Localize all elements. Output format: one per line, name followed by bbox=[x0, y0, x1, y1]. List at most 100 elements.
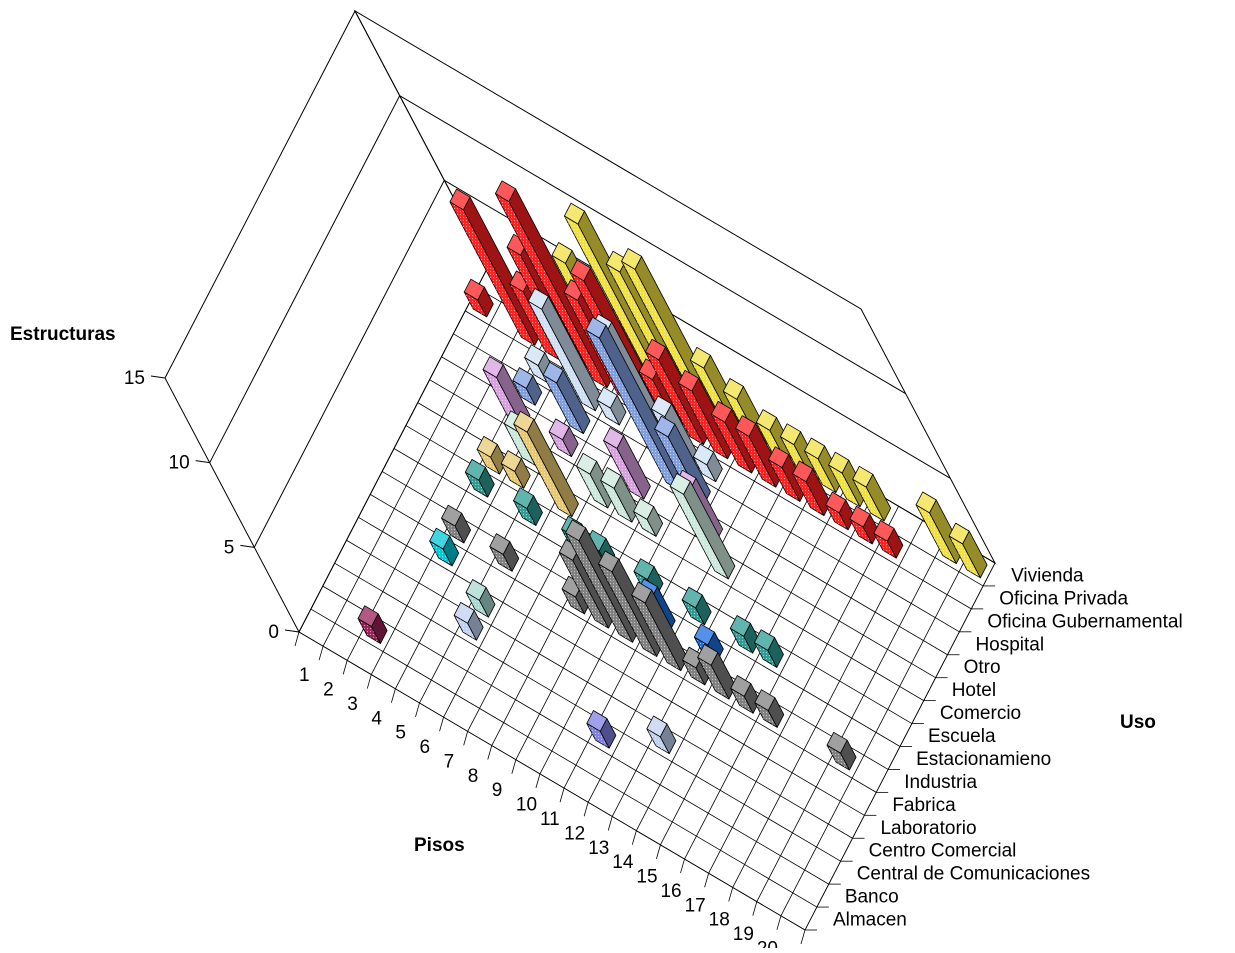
bar-top-face bbox=[852, 465, 874, 488]
y-tick-label: Industria bbox=[904, 772, 977, 793]
bar bbox=[849, 505, 880, 545]
x-tick-label: 4 bbox=[371, 708, 382, 729]
bar-top-face bbox=[873, 520, 895, 542]
floor-gridline-y bbox=[346, 539, 853, 839]
bar-top-face bbox=[754, 689, 776, 711]
x-tick-label: 9 bbox=[492, 780, 503, 801]
bar-front-texture bbox=[633, 511, 656, 537]
bar-top-face bbox=[768, 446, 790, 468]
bar-front-texture bbox=[827, 745, 850, 770]
floor-gridline-y bbox=[453, 333, 960, 633]
bar-front-texture bbox=[466, 592, 489, 618]
bar bbox=[729, 615, 760, 654]
bar-side-face bbox=[683, 480, 736, 580]
bar-top-face bbox=[825, 491, 847, 514]
bar-top-face bbox=[570, 259, 591, 282]
y-tick-label: Fabrica bbox=[892, 795, 956, 816]
bar-top-face bbox=[596, 386, 618, 409]
bar-front-texture bbox=[429, 541, 453, 566]
bar-top-face bbox=[586, 710, 608, 732]
bar bbox=[463, 278, 494, 318]
x-tick-label: 15 bbox=[636, 867, 657, 888]
x-tick-label: 20 bbox=[757, 939, 778, 948]
bar-front-texture bbox=[358, 618, 381, 644]
x-tick bbox=[318, 646, 324, 661]
bar-front-texture bbox=[735, 428, 776, 488]
bar-top-face bbox=[513, 487, 534, 509]
bar-front-texture bbox=[513, 424, 572, 517]
x-tick-label: 8 bbox=[468, 766, 479, 787]
bar-top-face bbox=[465, 579, 487, 601]
bar bbox=[681, 586, 712, 626]
bar-front-texture bbox=[449, 201, 535, 346]
bar bbox=[596, 386, 627, 426]
bar-front-texture bbox=[596, 400, 620, 425]
bar bbox=[449, 188, 542, 346]
floor-gridline-y bbox=[370, 494, 877, 793]
bar-top-face bbox=[464, 458, 486, 481]
bar-front-texture bbox=[495, 193, 608, 388]
bar bbox=[598, 550, 664, 657]
x-tick-label: 12 bbox=[564, 823, 585, 844]
bar bbox=[852, 465, 892, 522]
bar-front-texture bbox=[916, 504, 957, 564]
bar-front-texture bbox=[586, 723, 610, 749]
bar-front-texture bbox=[489, 546, 513, 572]
x-tick-label: 16 bbox=[660, 881, 681, 902]
y-tick-label: Hotel bbox=[952, 680, 996, 701]
bar-front-texture bbox=[711, 414, 752, 473]
bar bbox=[464, 458, 495, 498]
bar-top-face bbox=[755, 409, 777, 431]
bar-top-face bbox=[633, 558, 655, 580]
bar-top-face bbox=[645, 338, 666, 361]
bar bbox=[825, 491, 856, 531]
bar bbox=[453, 602, 484, 641]
floor-gridline-y bbox=[298, 631, 806, 931]
bar-front-texture bbox=[949, 536, 981, 578]
bar-top-face bbox=[669, 473, 691, 495]
z-tick bbox=[150, 375, 166, 379]
bar-top-face bbox=[646, 715, 668, 738]
x-tick bbox=[583, 802, 589, 817]
y-tick-label: Hospital bbox=[975, 634, 1044, 655]
bar bbox=[494, 180, 615, 389]
x-tick-label: 3 bbox=[347, 694, 358, 715]
bar bbox=[754, 689, 785, 728]
bar-front-texture bbox=[678, 383, 728, 459]
bar-front-texture bbox=[564, 216, 668, 394]
bar-front-texture bbox=[646, 728, 670, 754]
z-axis-title: Estructuras bbox=[10, 324, 116, 345]
bar-top-face bbox=[681, 586, 703, 609]
x-tick-label: 7 bbox=[444, 751, 455, 772]
bar bbox=[512, 367, 543, 406]
bar bbox=[542, 361, 591, 435]
bar-front-texture bbox=[631, 595, 681, 671]
x-tick-label: 17 bbox=[685, 895, 706, 916]
x-tick bbox=[680, 858, 685, 874]
bar-front-texture bbox=[804, 450, 836, 493]
bar-front-texture bbox=[549, 431, 572, 457]
x-tick bbox=[294, 631, 300, 647]
bar-top-face bbox=[476, 435, 498, 458]
bar-top-face bbox=[576, 452, 597, 475]
bar-top-face bbox=[564, 202, 585, 225]
bar bbox=[527, 287, 603, 412]
wall-gridline bbox=[209, 95, 906, 463]
bar bbox=[678, 369, 735, 460]
bar-front-texture bbox=[792, 473, 824, 516]
bar-front-texture bbox=[825, 504, 849, 530]
z-tick-label: 5 bbox=[224, 537, 235, 558]
x-tick bbox=[535, 773, 541, 789]
bar-top-face bbox=[603, 427, 624, 449]
bar bbox=[565, 519, 640, 643]
bar bbox=[828, 451, 867, 508]
x-tick bbox=[728, 887, 734, 902]
bar bbox=[585, 316, 687, 491]
x-tick-label: 18 bbox=[709, 910, 730, 931]
bar bbox=[792, 460, 831, 516]
bar-front-texture bbox=[873, 533, 897, 559]
bar-top-face bbox=[849, 505, 871, 528]
y-tick-label: Oficina Privada bbox=[999, 588, 1128, 609]
